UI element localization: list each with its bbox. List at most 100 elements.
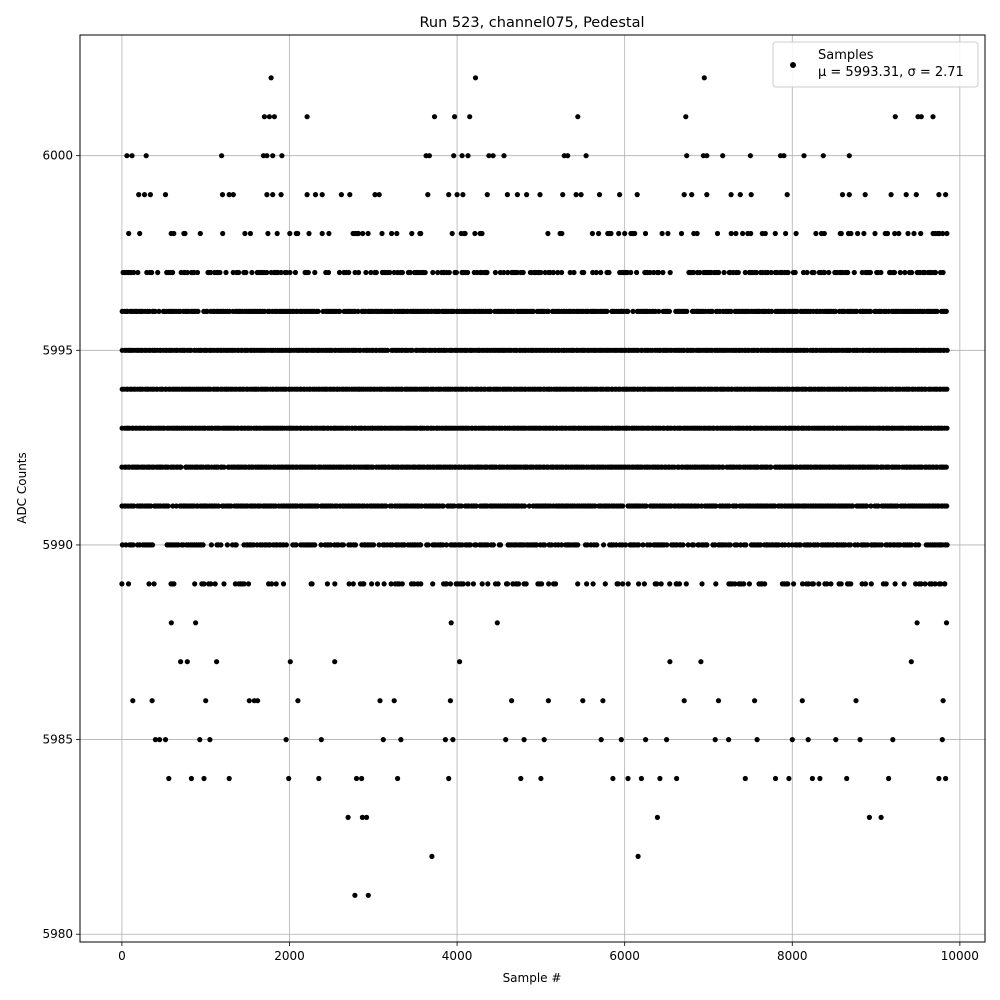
data-point xyxy=(691,269,697,276)
data-point xyxy=(365,892,371,898)
data-point xyxy=(943,308,949,314)
data-point xyxy=(640,542,646,548)
data-point xyxy=(368,269,374,276)
data-point xyxy=(894,503,900,509)
data-point xyxy=(287,230,293,237)
data-point xyxy=(636,542,642,548)
data-point xyxy=(188,775,194,782)
data-point xyxy=(293,542,299,548)
data-point xyxy=(848,581,854,587)
data-point xyxy=(193,620,199,626)
data-point xyxy=(664,542,670,548)
data-point xyxy=(932,269,939,276)
data-point xyxy=(678,230,685,237)
data-point xyxy=(149,542,156,548)
data-point xyxy=(422,269,428,276)
data-point xyxy=(851,269,857,276)
data-point xyxy=(250,542,256,548)
data-point xyxy=(944,542,950,548)
data-point xyxy=(261,114,267,120)
data-point xyxy=(214,659,220,665)
data-point xyxy=(162,192,169,198)
data-point xyxy=(786,775,792,782)
data-point xyxy=(245,581,252,587)
data-point xyxy=(733,503,739,509)
data-point xyxy=(326,230,332,237)
data-point xyxy=(942,581,948,587)
data-point xyxy=(324,581,330,587)
data-point xyxy=(197,737,203,743)
data-point xyxy=(485,542,491,548)
data-point xyxy=(264,192,270,198)
data-point xyxy=(913,192,919,198)
data-point xyxy=(741,581,747,587)
data-point xyxy=(817,775,823,782)
data-point xyxy=(728,230,734,237)
data-point xyxy=(249,269,255,276)
data-point xyxy=(364,814,370,821)
data-point xyxy=(266,114,272,120)
data-point xyxy=(664,737,670,743)
data-point xyxy=(369,581,375,587)
data-point xyxy=(943,620,950,626)
data-point xyxy=(356,269,362,276)
data-point xyxy=(136,192,142,198)
data-point xyxy=(617,192,623,198)
data-point xyxy=(846,153,852,159)
data-point xyxy=(486,153,492,159)
data-point xyxy=(861,230,867,237)
data-point xyxy=(758,542,764,548)
data-point xyxy=(305,269,311,276)
data-point xyxy=(878,269,884,276)
data-point xyxy=(804,269,810,276)
data-point xyxy=(596,230,602,237)
data-point xyxy=(635,853,641,860)
data-point xyxy=(641,581,648,587)
data-point xyxy=(667,659,673,665)
data-point xyxy=(325,269,332,276)
data-point xyxy=(902,269,908,276)
data-point xyxy=(431,114,438,120)
data-point xyxy=(501,269,507,276)
data-point xyxy=(772,230,778,237)
y-tick-label: 5990 xyxy=(42,538,73,552)
data-point xyxy=(934,308,940,314)
data-point xyxy=(892,230,898,237)
data-point xyxy=(204,308,210,314)
data-point xyxy=(387,269,393,276)
data-point xyxy=(916,542,922,548)
data-point xyxy=(319,192,325,198)
y-tick-label: 6000 xyxy=(42,149,73,163)
data-point xyxy=(716,269,722,276)
data-point xyxy=(747,153,754,159)
data-point xyxy=(720,464,726,470)
data-point xyxy=(866,814,873,821)
data-point xyxy=(223,269,229,276)
data-point xyxy=(913,581,919,587)
data-point xyxy=(938,581,944,587)
data-point xyxy=(580,698,586,704)
data-point xyxy=(762,581,768,587)
data-point xyxy=(399,581,405,587)
data-point xyxy=(704,192,710,198)
data-point xyxy=(625,581,631,587)
data-point xyxy=(215,503,222,509)
data-point xyxy=(453,269,459,276)
data-point xyxy=(598,737,604,743)
data-point xyxy=(264,269,270,276)
data-point xyxy=(786,542,792,548)
data-point xyxy=(425,542,431,548)
data-point xyxy=(208,269,214,276)
data-point xyxy=(361,581,367,587)
data-point xyxy=(170,503,176,509)
data-point xyxy=(838,230,844,237)
data-point xyxy=(504,581,511,587)
data-point xyxy=(735,269,741,276)
data-point xyxy=(660,269,666,276)
y-axis-ticks: 5980 5985 5990 5995 6000 xyxy=(42,149,80,941)
data-point xyxy=(129,153,135,159)
data-point xyxy=(792,269,798,276)
data-point xyxy=(269,581,275,587)
data-point xyxy=(541,737,547,743)
